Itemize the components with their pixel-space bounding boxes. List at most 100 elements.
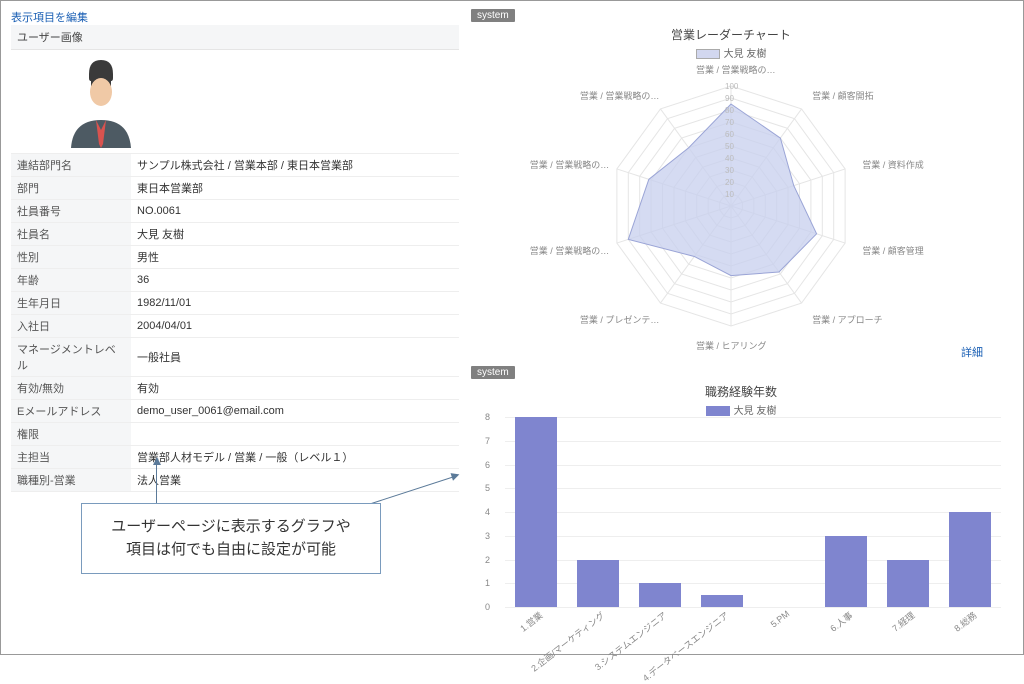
info-label: 性別: [11, 246, 131, 269]
radar-tick: 10: [725, 190, 734, 199]
radar-title: 営業レーダーチャート: [471, 26, 991, 43]
bar-ytick: 5: [485, 483, 490, 493]
info-label: マネージメントレベル: [11, 338, 131, 377]
radar-tick: 60: [725, 130, 734, 139]
radar-axis-label: 営業 / 資料作成: [862, 158, 924, 171]
info-row: 権限: [11, 423, 459, 446]
bar-ytick: 0: [485, 602, 490, 612]
bar-ytick: 1: [485, 578, 490, 588]
info-label: 主担当: [11, 446, 131, 469]
info-row: 社員番号NO.0061: [11, 200, 459, 223]
info-label: 部門: [11, 177, 131, 200]
radar-axis-label: 営業 / 営業戦略の…: [580, 89, 660, 102]
callout-arrow-up: [156, 458, 157, 508]
bar-legend-swatch: [706, 406, 730, 416]
info-row: 主担当営業部人材モデル / 営業 / 一般（レベル１）: [11, 446, 459, 469]
info-row: 部門東日本営業部: [11, 177, 459, 200]
user-info-table: 連結部門名サンプル株式会社 / 営業本部 / 東日本営業部部門東日本営業部社員番…: [11, 154, 459, 492]
info-value: 東日本営業部: [131, 177, 459, 200]
callout-text-1: ユーザーページに表示するグラフや: [96, 516, 366, 539]
info-value: 男性: [131, 246, 459, 269]
bar-chart: 012345678 1.営業2.企画/マーケティング3.システムエンジニア4.デ…: [481, 417, 1001, 647]
info-label: 有効/無効: [11, 377, 131, 400]
info-label: 年齢: [11, 269, 131, 292]
info-row: Eメールアドレスdemo_user_0061@email.com: [11, 400, 459, 423]
radar-tick: 50: [725, 142, 734, 151]
avatar-section-title: ユーザー画像: [11, 25, 459, 50]
bar-xlabel: 1.営業: [517, 609, 545, 635]
info-row: 職種別-営業法人営業: [11, 469, 459, 492]
bar-xlabel: 5.PM: [769, 609, 792, 630]
info-label: 社員名: [11, 223, 131, 246]
edit-display-items-link[interactable]: 表示項目を編集: [11, 9, 459, 25]
info-value: 有効: [131, 377, 459, 400]
info-label: 連結部門名: [11, 154, 131, 177]
info-value: 36: [131, 269, 459, 292]
info-label: 社員番号: [11, 200, 131, 223]
info-row: 生年月日1982/11/01: [11, 292, 459, 315]
bar-title: 職務経験年数: [471, 383, 1011, 400]
radar-axis-label: 営業 / 営業戦略の…: [696, 63, 776, 76]
info-label: 入社日: [11, 315, 131, 338]
radar-tick: 70: [725, 118, 734, 127]
bar-ytick: 8: [485, 412, 490, 422]
info-value: 一般社員: [131, 338, 459, 377]
radar-tick: 30: [725, 166, 734, 175]
radar-axis-label: 営業 / 営業戦略の…: [530, 158, 610, 171]
info-value: [131, 423, 459, 446]
info-row: マネージメントレベル一般社員: [11, 338, 459, 377]
info-value: 営業部人材モデル / 営業 / 一般（レベル１）: [131, 446, 459, 469]
bar-ytick: 7: [485, 436, 490, 446]
radar-axis-label: 営業 / ヒアリング: [696, 339, 767, 352]
bar: 3.システムエンジニア: [639, 417, 681, 607]
callout-text-2: 項目は何でも自由に設定が可能: [96, 539, 366, 562]
info-value: 大見 友樹: [131, 223, 459, 246]
system-badge-radar: system: [471, 9, 515, 22]
bar: 6.人事: [825, 417, 867, 607]
radar-tick: 80: [725, 106, 734, 115]
bar-xlabel: 6.人事: [827, 609, 855, 635]
info-row: 社員名大見 友樹: [11, 223, 459, 246]
radar-axis-label: 営業 / 顧客管理: [862, 244, 924, 257]
radar-axis-label: 営業 / 顧客開拓: [812, 89, 874, 102]
info-value: NO.0061: [131, 200, 459, 223]
info-label: Eメールアドレス: [11, 400, 131, 423]
avatar-icon: [61, 56, 141, 148]
info-value: 1982/11/01: [131, 292, 459, 315]
bar-ytick: 2: [485, 555, 490, 565]
info-label: 権限: [11, 423, 131, 446]
user-avatar: [11, 50, 459, 154]
bar: 4.データベースエンジニア: [701, 417, 743, 607]
bar-xlabel: 7.経理: [889, 609, 917, 635]
radar-tick: 40: [725, 154, 734, 163]
callout-box: ユーザーページに表示するグラフや 項目は何でも自由に設定が可能: [81, 503, 381, 574]
bar-ytick: 4: [485, 507, 490, 517]
radar-axis-label: 営業 / アプローチ: [812, 313, 883, 326]
info-row: 性別男性: [11, 246, 459, 269]
radar-axis-label: 営業 / 営業戦略の…: [530, 244, 610, 257]
radar-axis-label: 営業 / プレゼンテ…: [580, 313, 660, 326]
info-value: demo_user_0061@email.com: [131, 400, 459, 423]
bar-xlabel: 8.総務: [951, 609, 979, 635]
radar-tick: 20: [725, 178, 734, 187]
info-value: 法人営業: [131, 469, 459, 492]
info-label: 生年月日: [11, 292, 131, 315]
bar: 8.総務: [949, 417, 991, 607]
bar: 5.PM: [763, 417, 805, 607]
bar-ytick: 3: [485, 531, 490, 541]
info-value: 2004/04/01: [131, 315, 459, 338]
radar-chart: 営業レーダーチャート 大見 友樹 102030405060708090100営業…: [471, 26, 991, 336]
bar-legend: 大見 友樹: [471, 402, 1011, 417]
info-value: サンプル株式会社 / 営業本部 / 東日本営業部: [131, 154, 459, 177]
info-row: 有効/無効有効: [11, 377, 459, 400]
system-badge-bar: system: [471, 366, 515, 379]
detail-link[interactable]: 詳細: [961, 344, 983, 360]
bar: 2.企画/マーケティング: [577, 417, 619, 607]
bar: 7.経理: [887, 417, 929, 607]
bar-ytick: 6: [485, 460, 490, 470]
info-row: 連結部門名サンプル株式会社 / 営業本部 / 東日本営業部: [11, 154, 459, 177]
info-label: 職種別-営業: [11, 469, 131, 492]
radar-tick: 100: [725, 82, 738, 91]
info-row: 年齢36: [11, 269, 459, 292]
info-row: 入社日2004/04/01: [11, 315, 459, 338]
